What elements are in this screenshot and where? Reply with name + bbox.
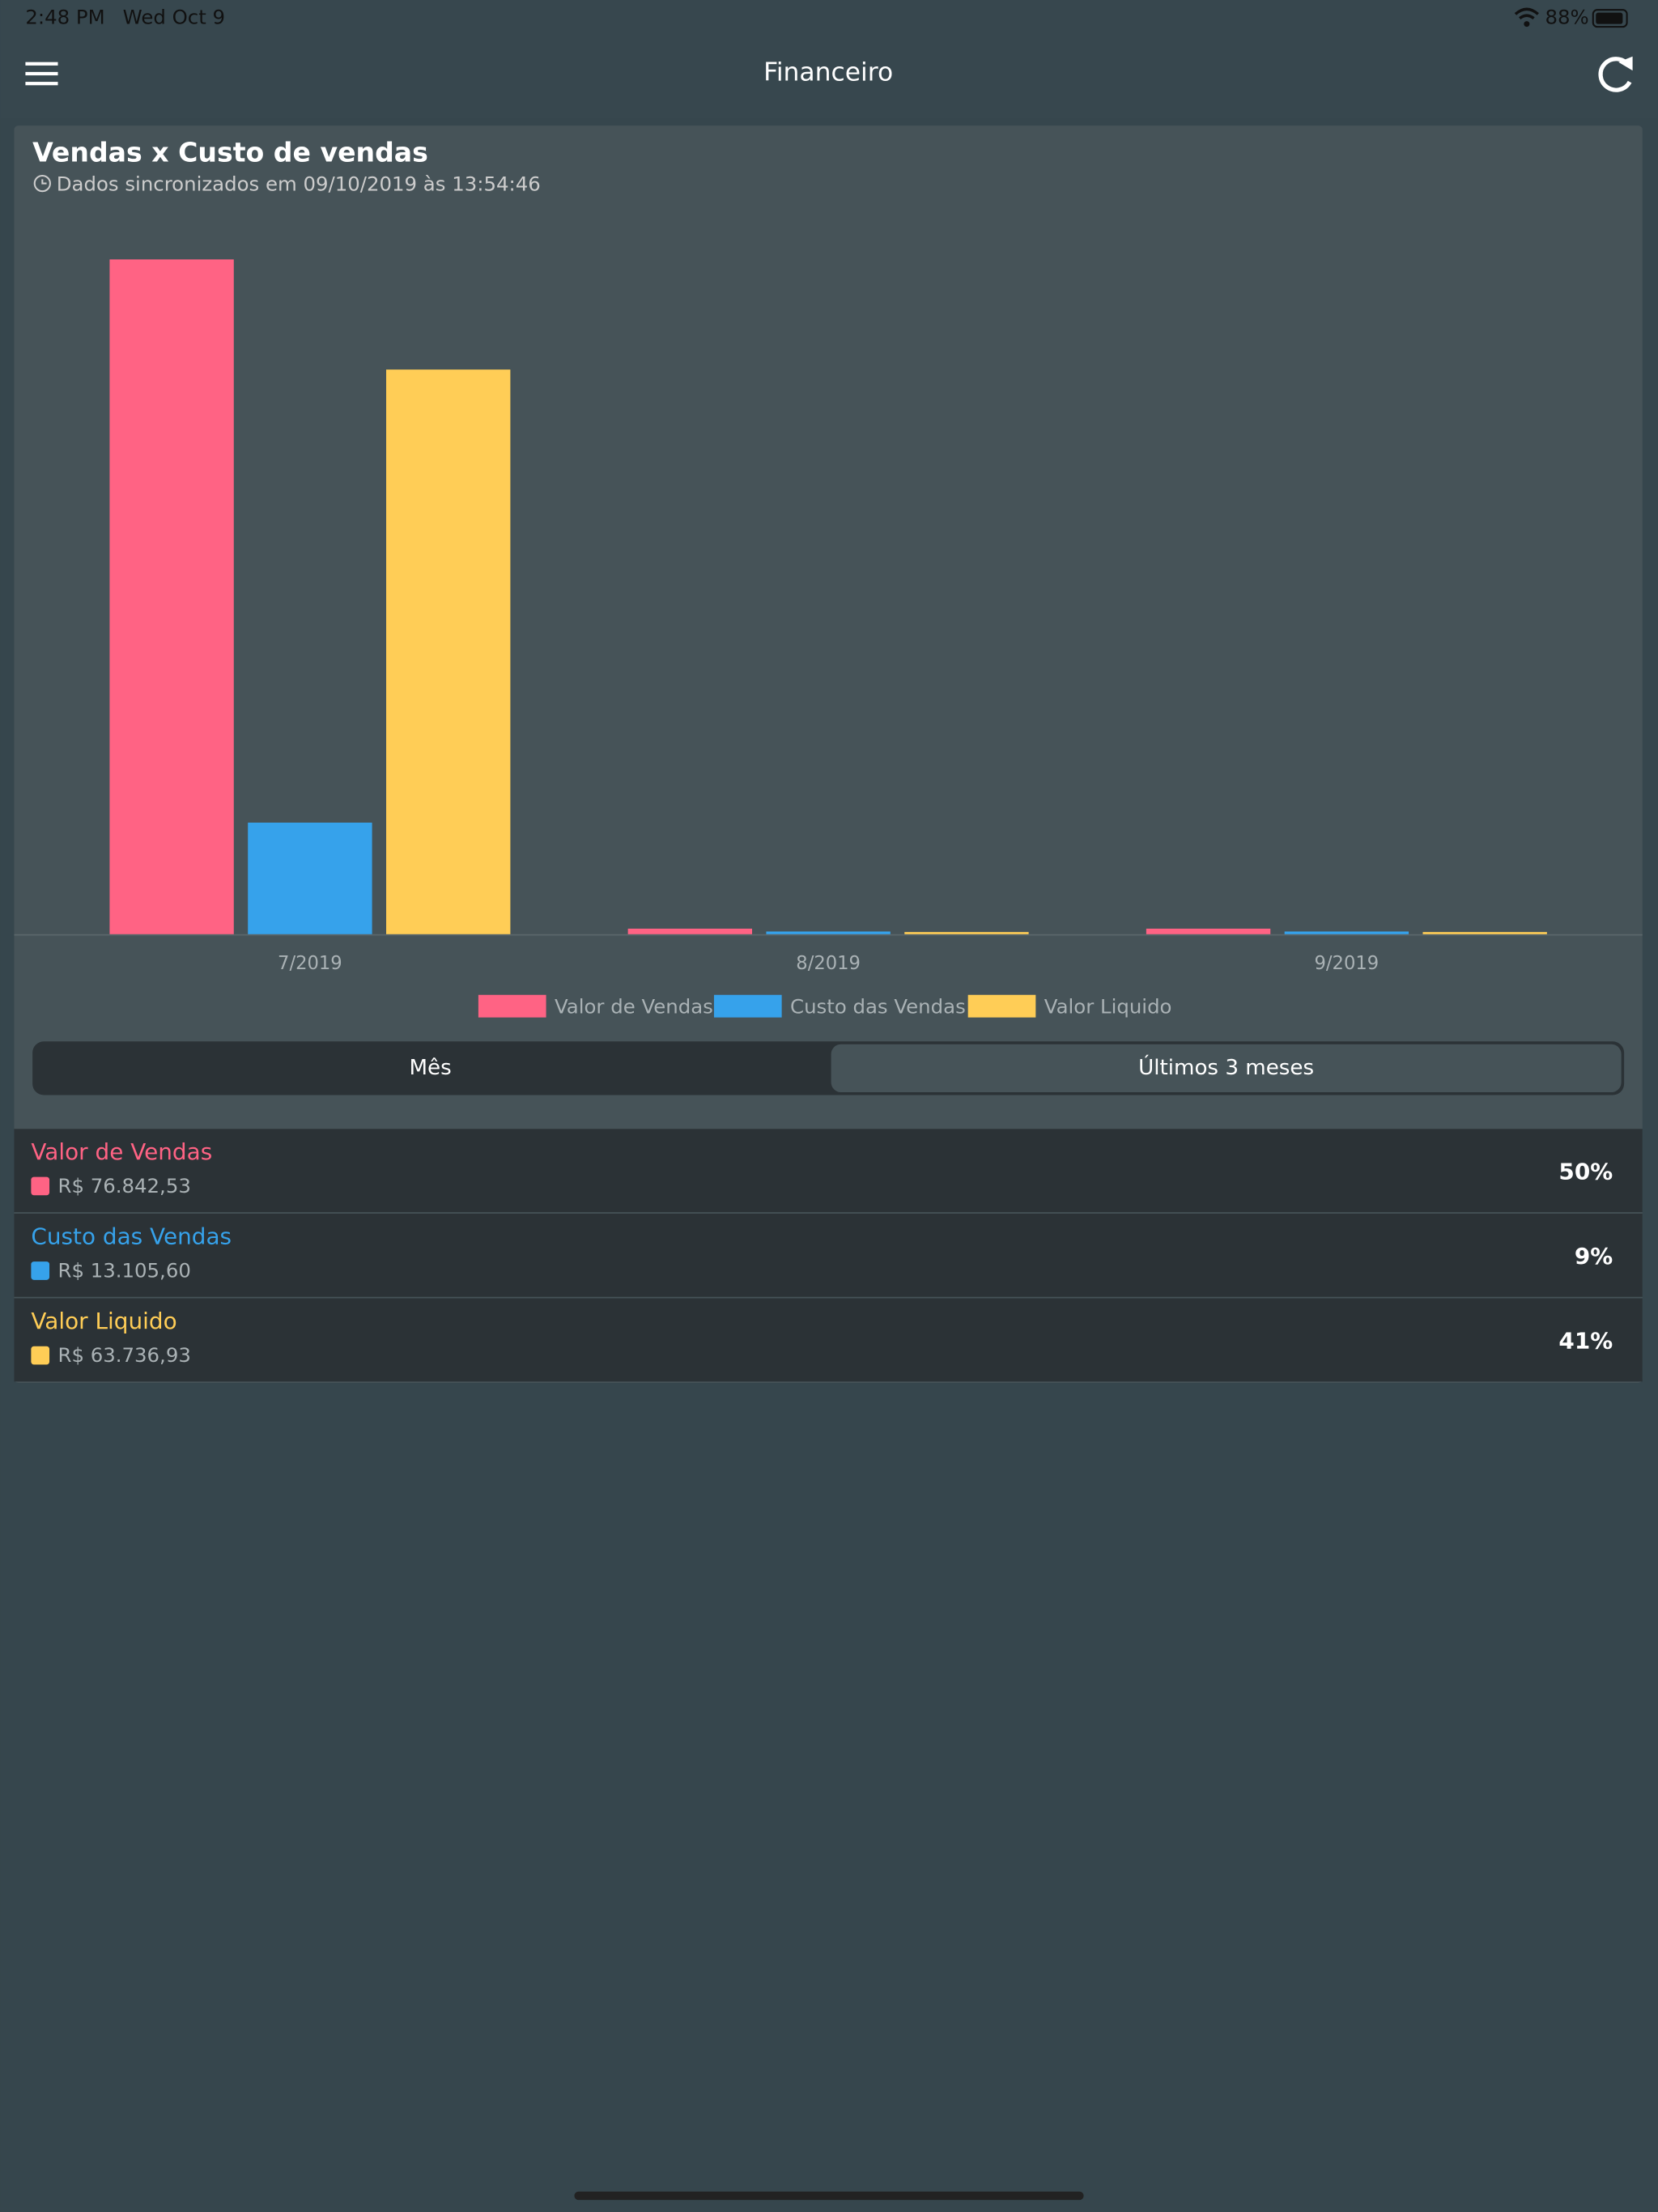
refresh-arrow	[1618, 56, 1633, 71]
menu-line	[25, 82, 58, 86]
segment-label: Mês	[410, 1056, 452, 1080]
legend-label: Custo das Vendas	[790, 994, 966, 1018]
bar	[627, 928, 753, 934]
bar	[1146, 928, 1271, 934]
summary-amount: R$ 63.736,93	[58, 1343, 191, 1367]
wifi-icon	[1514, 7, 1539, 20]
nav-bar	[0, 0, 1658, 119]
legend-swatch	[478, 994, 546, 1018]
summary-name: Custo das Vendas	[31, 1223, 232, 1250]
summary-list: Valor de Vendas R$ 76.842,53 50% Custo das …	[14, 1129, 1643, 1382]
legend-label: Valor de Vendas	[555, 994, 713, 1018]
bar	[766, 931, 891, 934]
summary-amount: R$ 76.842,53	[58, 1174, 191, 1197]
x-tick-label: 7/2019	[278, 953, 342, 974]
chart-title: Vendas x Custo de vendas	[32, 136, 428, 168]
bar	[1284, 931, 1409, 934]
bar	[109, 259, 234, 934]
clock-icon	[33, 174, 51, 193]
menu-line	[25, 62, 58, 66]
segment-button[interactable]: Últimos 3 meses	[831, 1044, 1622, 1093]
legend-swatch	[713, 994, 782, 1018]
summary-amount: R$ 13.105,60	[58, 1258, 191, 1282]
chart-plot: 7/2019 8/2019 9/2019 Valor de Vendas Custo d…	[109, 259, 1547, 1018]
legend-swatch	[967, 994, 1036, 1018]
summary-swatch	[31, 1346, 50, 1365]
status-date: Wed Oct 9	[123, 6, 225, 29]
battery-icon	[1592, 9, 1628, 28]
chart-subtitle: Dados sincronizados em 09/10/2019 às 13:…	[57, 172, 541, 195]
wifi-dot	[1524, 21, 1530, 28]
summary-row	[14, 1298, 1643, 1382]
home-indicator	[574, 2191, 1084, 2201]
x-tick-label: 8/2019	[796, 953, 861, 974]
summary-swatch	[31, 1261, 50, 1280]
bar	[386, 369, 511, 934]
status-time: 2:48 PM	[25, 6, 104, 29]
bar	[904, 932, 1029, 934]
summary-percent: 9%	[1575, 1243, 1613, 1270]
bar	[1422, 932, 1547, 934]
summary-row	[14, 1129, 1643, 1213]
bar	[248, 823, 372, 934]
legend-label: Valor Liquido	[1044, 994, 1172, 1018]
summary-percent: 50%	[1558, 1158, 1613, 1185]
segment-selected	[831, 1044, 1622, 1093]
nav-title: Financeiro	[763, 58, 893, 87]
menu-line	[25, 71, 58, 76]
refresh-button[interactable]	[1598, 56, 1633, 92]
menu-button[interactable]	[25, 62, 58, 86]
segment-button[interactable]: Mês	[410, 1056, 452, 1080]
summary-name: Valor Liquido	[31, 1308, 176, 1334]
summary-row	[14, 1213, 1643, 1297]
segments: Mês Últimos 3 meses	[410, 1044, 1622, 1093]
status-battery: 88%	[1545, 6, 1589, 29]
battery-level	[1596, 12, 1623, 24]
segment-label: Últimos 3 meses	[1138, 1054, 1314, 1080]
x-tick-label: 9/2019	[1315, 953, 1380, 974]
refresh-arc	[1598, 57, 1632, 92]
summary-swatch	[31, 1176, 50, 1196]
summary-percent: 41%	[1558, 1328, 1613, 1355]
clock-hands	[41, 179, 47, 185]
summary-name: Valor de Vendas	[31, 1138, 212, 1165]
